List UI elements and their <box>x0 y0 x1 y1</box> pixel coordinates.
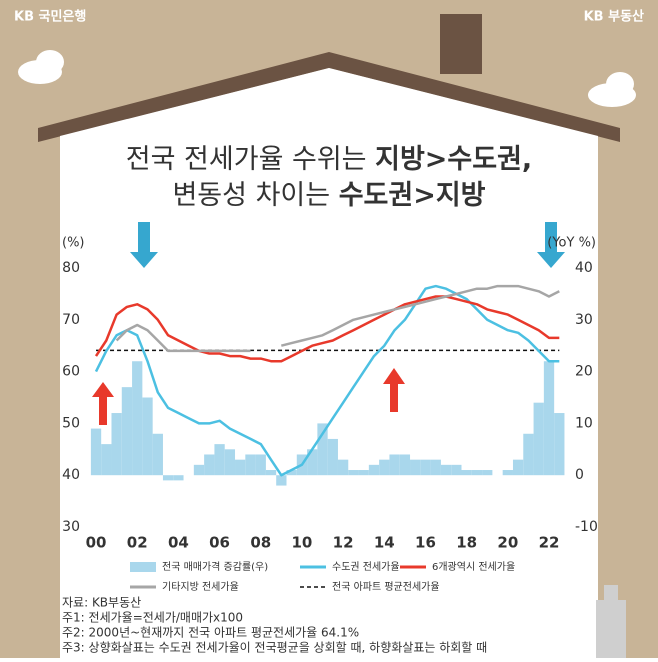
brand-right: KB 부동산 <box>584 9 644 25</box>
title-part: 지방>수도권, <box>375 144 532 175</box>
bar <box>307 449 318 476</box>
bar <box>132 361 143 476</box>
x-tick-label: 22 <box>539 534 560 552</box>
note: 주2: 2000년~현재까지 전국 아파트 평균전세가율 64.1% <box>62 626 359 640</box>
x-tick-label: 18 <box>456 534 477 552</box>
bar <box>214 444 225 476</box>
bar <box>440 464 452 476</box>
bar <box>554 413 565 476</box>
bar <box>173 475 184 481</box>
building-icon <box>596 585 626 658</box>
x-tick-label: 08 <box>250 534 271 552</box>
bar <box>358 470 369 476</box>
y2-tick-label: 20 <box>575 364 593 380</box>
bar <box>482 470 493 476</box>
x-tick-label: 20 <box>497 534 518 552</box>
x-tick-label: 02 <box>127 534 148 552</box>
bar <box>245 454 256 476</box>
series-line <box>94 295 560 363</box>
bar <box>523 433 534 476</box>
x-tick-label: 06 <box>209 534 230 552</box>
bar <box>152 433 163 476</box>
x-tick-label: 04 <box>168 534 189 552</box>
y-tick-label: 60 <box>62 364 80 380</box>
y2-axis-label: (YoY %) <box>547 236 596 251</box>
bar <box>410 459 421 476</box>
bar <box>111 413 122 476</box>
bar <box>368 464 380 476</box>
bar <box>255 454 266 476</box>
bar <box>420 459 431 476</box>
bar <box>512 459 524 476</box>
bar <box>533 402 544 476</box>
y2-tick-label: 0 <box>575 467 584 483</box>
clouds <box>18 50 636 107</box>
y-tick-label: 50 <box>62 415 80 431</box>
up-arrows <box>92 368 405 425</box>
bar <box>121 387 133 476</box>
down-arrows <box>130 222 565 268</box>
bar <box>162 475 174 481</box>
bar <box>286 470 297 476</box>
legend-label: 전국 아파트 평균전세가율 <box>332 581 440 593</box>
bar <box>379 459 390 476</box>
x-tick-label: 00 <box>86 534 107 552</box>
bar <box>451 464 462 476</box>
title-part: 전국 전세가율 수위는 <box>126 144 375 175</box>
x-tick-label: 10 <box>291 534 312 552</box>
note: 주3: 상향화살표는 수도권 전세가율이 전국평균을 상회할 때, 하향화살표는… <box>62 641 487 655</box>
bar <box>430 459 441 476</box>
bar <box>399 454 411 476</box>
series-line <box>115 284 560 353</box>
brand-left: KB 국민은행 <box>14 9 86 25</box>
bar <box>471 470 483 476</box>
bar <box>101 444 112 476</box>
bar <box>389 454 400 476</box>
bar <box>235 459 246 476</box>
bar <box>502 470 513 476</box>
bar <box>142 397 153 476</box>
y-tick-label: 80 <box>62 260 80 276</box>
bar <box>543 361 555 476</box>
chart-title: 전국 전세가율 수위는 지방>수도권, <box>126 144 532 175</box>
chimney <box>440 14 482 74</box>
legend-label: 수도권 전세가율 <box>332 561 400 573</box>
y2-tick-label: -10 <box>575 519 598 535</box>
bar <box>276 475 287 486</box>
bar <box>348 470 359 476</box>
bar <box>327 438 338 476</box>
title-part: 변동성 차이는 <box>172 180 338 211</box>
note: 주1: 전세가율=전세가/매매가x100 <box>62 611 243 625</box>
x-tick-label: 14 <box>374 534 395 552</box>
bar <box>224 449 236 476</box>
series-line <box>94 284 560 477</box>
x-tick-label: 16 <box>415 534 436 552</box>
legend-label: 6개광역시 전세가율 <box>432 561 515 573</box>
y-axis-label: (%) <box>62 236 85 251</box>
y-tick-label: 70 <box>62 312 80 328</box>
y-tick-label: 40 <box>62 467 80 483</box>
note: 자료: KB부동산 <box>62 596 141 610</box>
bar <box>193 464 205 476</box>
y2-tick-label: 40 <box>575 260 593 276</box>
x-tick-label: 12 <box>333 534 354 552</box>
title-part: 수도권>지방 <box>339 180 486 211</box>
chart-title: 변동성 차이는 수도권>지방 <box>172 180 485 211</box>
house-body <box>60 68 598 658</box>
legend-swatch <box>130 562 156 572</box>
legend-label: 전국 매매가격 증감률(우) <box>162 560 268 573</box>
bar <box>317 423 328 476</box>
legend-label: 기타지방 전세가율 <box>162 581 239 593</box>
bar <box>90 428 102 476</box>
bar <box>461 470 472 476</box>
bar <box>337 459 349 476</box>
y-tick-label: 30 <box>62 519 80 535</box>
y2-tick-label: 10 <box>575 415 593 431</box>
bar <box>204 454 215 476</box>
y2-tick-label: 30 <box>575 312 593 328</box>
bar <box>265 470 277 476</box>
